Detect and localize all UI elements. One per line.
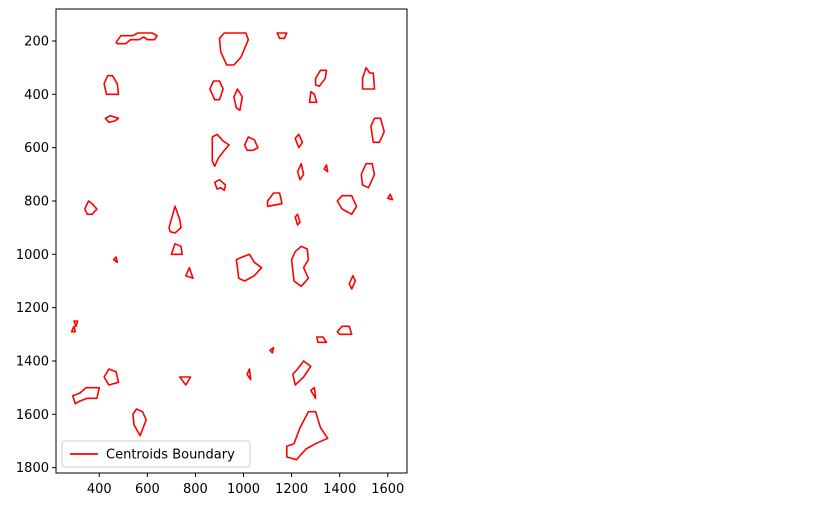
y-tick-label: 1800 [16,461,49,476]
boundary-polygon [103,368,120,386]
boundary-polygon [294,133,304,149]
boundary-polygon [209,80,224,101]
x-tick-label: 1400 [323,482,356,497]
boundary-polygon [290,245,310,288]
boundary-polygon [370,117,386,144]
boundary-polygon [323,164,329,173]
x-tick-label: 1000 [227,482,260,497]
boundary-polygon [112,256,119,264]
boundary-polygon [360,162,376,189]
boundary-polygon [296,162,305,181]
boundary-polygon [348,274,357,290]
boundary-polygons [70,32,394,461]
legend-box [61,440,251,468]
boundary-polygon [179,376,192,386]
legend-label: Centroids Boundary [106,448,235,463]
y-tick-label: 1200 [16,301,49,316]
y-tick-label: 400 [24,88,49,103]
boundary-polygon [235,253,263,282]
boundary-polygon [233,88,244,112]
left-plot-centroids: 400 600 800 1000 1200 1400 1600 200 400 600 800 100… [16,8,408,497]
boundary-polygon [386,193,394,201]
boundary-polygon [132,408,147,437]
x-tick-label: 1600 [371,482,404,497]
boundary-polygon [104,114,120,124]
boundary-polygon [70,325,76,333]
plot-frame [55,8,408,474]
boundary-polygon [291,360,312,386]
boundary-polygon [269,346,275,354]
boundary-polygon [84,200,98,216]
boundary-polygon [170,242,183,256]
boundary-polygon [103,74,120,96]
boundary-polygon [294,213,301,226]
boundary-polygon [246,368,252,381]
boundary-polygon [73,320,79,328]
boundary-polygon [315,336,328,344]
boundary-polygon [285,410,329,461]
boundary-polygon [168,205,182,234]
boundary-polygon [361,66,376,90]
boundary-polygon [336,325,353,336]
y-tick-label: 600 [24,141,49,156]
y-tick-label: 800 [24,195,49,210]
x-tick-label: 400 [87,482,112,497]
x-tick-label: 600 [135,482,160,497]
boundary-polygon [72,386,101,405]
boundary-polygon [336,194,358,216]
x-tick-label: 1200 [275,482,308,497]
boundary-polygon [314,69,328,88]
boundary-polygon [213,178,227,192]
boundary-polygon [115,32,158,45]
boundary-polygon [309,386,317,400]
y-tick-label: 1600 [16,408,49,423]
boundary-polygon [308,90,318,104]
y-tick-label: 200 [24,35,49,50]
boundary-polygon [266,192,283,208]
boundary-polygon [218,32,250,66]
legend: Centroids Boundary [61,440,251,468]
boundary-polygon [211,133,230,168]
boundary-polygon [243,136,259,152]
y-tick-label: 1000 [16,248,49,263]
boundary-polygon [276,32,288,40]
x-tick-label: 800 [183,482,208,497]
y-tick-label: 1400 [16,355,49,370]
boundary-polygon [185,266,194,280]
